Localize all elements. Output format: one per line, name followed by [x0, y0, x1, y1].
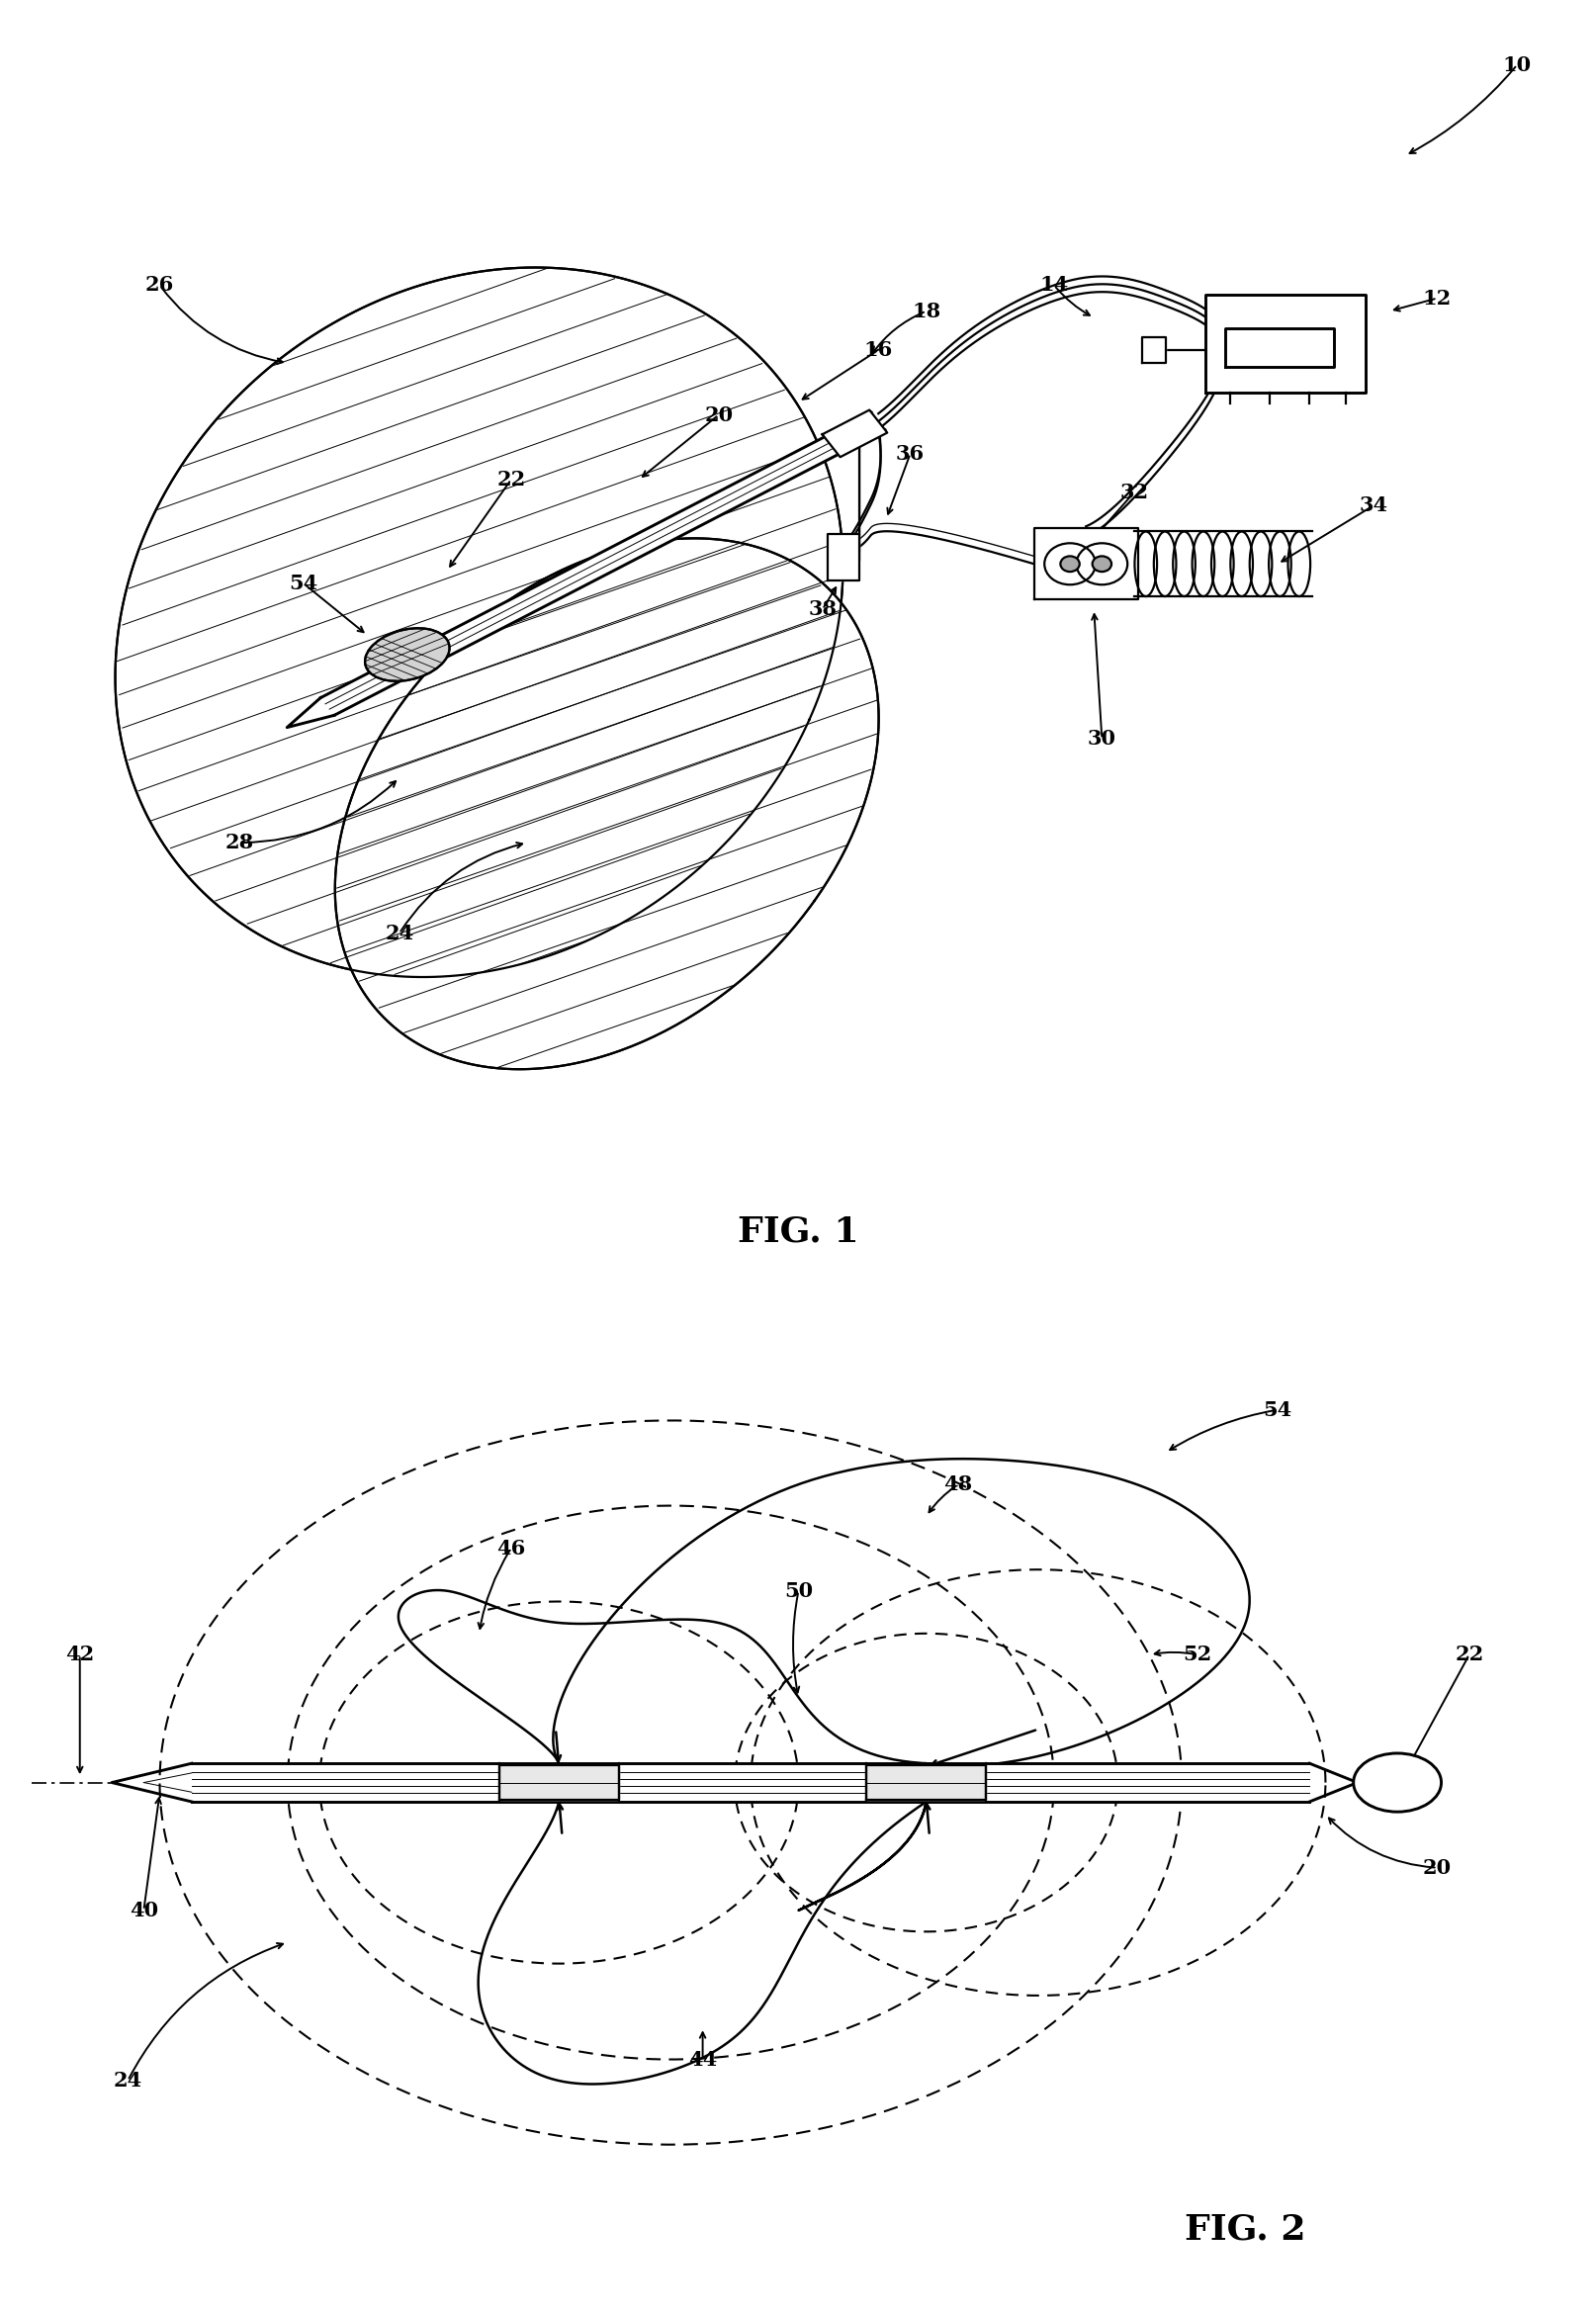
Polygon shape: [335, 539, 878, 1070]
Text: 30: 30: [1087, 729, 1116, 748]
Text: 44: 44: [688, 2049, 717, 2070]
Text: 38: 38: [808, 600, 836, 618]
Text: 34: 34: [1358, 495, 1387, 516]
Text: 48: 48: [943, 1475, 972, 1493]
Ellipse shape: [1352, 1752, 1440, 1813]
Polygon shape: [1205, 294, 1365, 391]
Text: 22: 22: [1454, 1646, 1483, 1664]
Circle shape: [1060, 556, 1079, 572]
Circle shape: [1092, 556, 1111, 572]
Text: FIG. 2: FIG. 2: [1184, 2213, 1306, 2246]
Text: 40: 40: [129, 1901, 158, 1919]
Text: 18: 18: [911, 301, 940, 322]
Ellipse shape: [365, 627, 448, 681]
Text: 14: 14: [1039, 275, 1068, 294]
Polygon shape: [115, 269, 843, 977]
Text: 42: 42: [65, 1646, 94, 1664]
Text: 52: 52: [1183, 1646, 1211, 1664]
Text: 24: 24: [113, 2072, 142, 2090]
Text: 24: 24: [385, 924, 413, 942]
Polygon shape: [1034, 528, 1136, 600]
Polygon shape: [827, 535, 859, 581]
Text: 26: 26: [145, 275, 174, 294]
Text: 20: 20: [1422, 1859, 1451, 1877]
Text: 10: 10: [1502, 56, 1531, 74]
Polygon shape: [822, 410, 887, 456]
Text: 46: 46: [496, 1539, 525, 1558]
Polygon shape: [192, 1764, 1309, 1801]
Text: 54: 54: [289, 574, 318, 593]
Polygon shape: [1224, 329, 1333, 366]
Polygon shape: [1141, 338, 1165, 363]
Text: 32: 32: [1119, 484, 1148, 502]
Text: 20: 20: [704, 405, 733, 424]
Text: 22: 22: [496, 470, 525, 488]
Text: FIG. 1: FIG. 1: [737, 1215, 859, 1248]
Polygon shape: [498, 1766, 619, 1799]
Text: 50: 50: [784, 1581, 812, 1600]
Polygon shape: [321, 412, 884, 715]
Text: 28: 28: [225, 833, 254, 852]
Text: 54: 54: [1262, 1401, 1291, 1419]
Text: 16: 16: [863, 340, 892, 359]
Text: 36: 36: [895, 444, 924, 463]
Polygon shape: [865, 1766, 986, 1799]
Text: 12: 12: [1422, 289, 1451, 308]
